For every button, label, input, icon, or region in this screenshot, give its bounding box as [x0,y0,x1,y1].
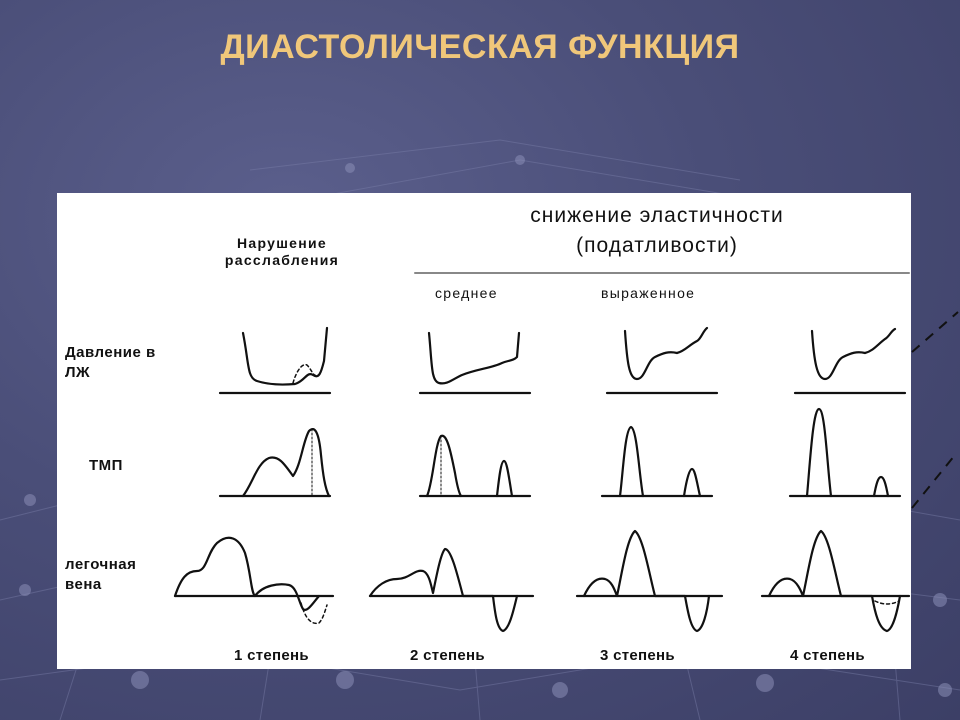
sub-severe: выраженное [601,285,696,301]
vein-curve-2 [368,547,519,633]
row-label-pressure-line1: Давление в [65,344,156,361]
tmp-curve-2 [425,434,463,498]
degree-label-4: 4 степень [790,647,865,664]
vein-curve-4-dashed [874,600,900,605]
row-label-pressure-line2: ЛЖ [65,364,91,381]
slide-title: ДИАСТОЛИЧЕСКАЯ ФУНКЦИЯ [220,28,740,66]
diagram-curves [173,272,911,633]
pressure-curve-1-dashed [292,363,316,384]
header-relaxation: Нарушение расслабления [207,235,357,269]
pressure-curve-2 [427,331,521,385]
row-label-vein-line2: вена [65,576,102,593]
row-label-vein-line1: легочная [65,556,137,573]
header-relaxation-line1: Нарушение [236,235,328,251]
header-elasticity: снижение эластичности (податливости) [477,201,837,261]
vein-curve-1-dashed [300,602,328,625]
tmp-curve-4 [805,407,833,498]
pressure-curve-3 [623,326,709,381]
tmp-curve-3 [618,425,645,498]
header-relaxation-line2: расслабления [224,252,340,268]
row-label-vein: легочная вена [65,555,136,595]
pressure-curve-4 [810,327,897,381]
row-label-tmp: ТМП [89,457,123,474]
row-label-pressure: Давление в ЛЖ [65,343,156,383]
vein-curve-4 [767,529,902,633]
tmp-curve-3b [682,467,702,498]
pressure-curve-1 [241,326,329,386]
degree-label-2: 2 степень [410,647,485,664]
tmp-curve-1 [241,428,331,498]
tmp-curve-2b [495,459,514,498]
sub-moderate: среднее [435,285,498,301]
vein-curve-3 [582,529,711,633]
degree-label-1: 1 степень [234,647,309,664]
diagram-panel: снижение эластичности (податливости) Нар… [57,193,911,669]
header-elasticity-line1: снижение эластичности [530,204,784,227]
header-elasticity-line2: (податливости) [576,234,738,257]
tmp-curve-4b [872,475,890,498]
degree-label-3: 3 степень [600,647,675,664]
vein-curve-1 [173,536,321,611]
